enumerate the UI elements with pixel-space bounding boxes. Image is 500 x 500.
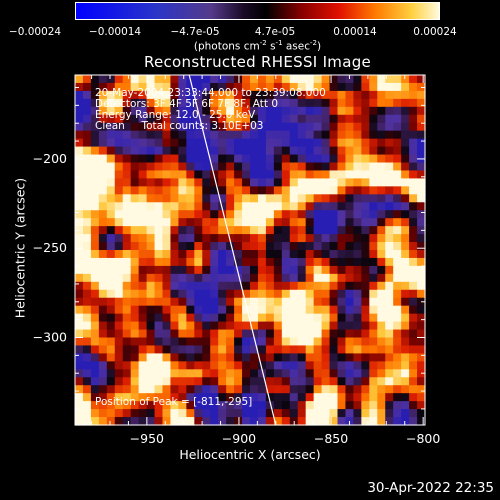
y-tick-label: −200	[33, 151, 67, 166]
axis-tick-labels: −950 −900 −850 −800 −200 −250 −300	[33, 151, 441, 446]
x-tick-label: −850	[314, 431, 348, 446]
colorbar-tick-label: −4.7e-05	[170, 26, 219, 38]
annotation-peak: Position of Peak = [-811,-295]	[95, 396, 253, 408]
x-tick-label: −950	[130, 431, 164, 446]
heatmap-cells	[75, 75, 426, 426]
x-tick-label: −900	[222, 431, 256, 446]
y-tick-label: −300	[33, 330, 67, 345]
timestamp: 30-Apr-2022 22:35	[367, 480, 494, 496]
y-tick-label: −250	[33, 240, 67, 255]
colorbar-tick-label: 0.00024	[413, 26, 457, 38]
colorbar-tick-label: −0.00024	[9, 26, 62, 38]
plot-frame	[74, 74, 426, 426]
annotation-detectors: Detectors: 3F 4F 5F 6F 7F 8F, Att 0	[95, 98, 279, 110]
annotation-energy: Energy Range: 12.0 - 25.0 keV	[95, 109, 256, 121]
colorbar	[75, 2, 440, 20]
colorbar-units: (photons cm-2 s-1 asec-2)	[193, 39, 322, 53]
limb-line	[188, 74, 277, 426]
x-axis-label: Heliocentric X (arcsec)	[179, 447, 321, 462]
x-tick-label: −800	[406, 431, 440, 446]
colorbar-tick-label: 4.7e-05	[255, 26, 295, 38]
annotation-time-range: 20-May-2004 23:33:44.000 to 23:39:08.000	[95, 87, 326, 99]
colorbar-tick-labels: −0.00024 −0.00014 −4.7e-05 4.7e-05 0.00014 0.…	[9, 26, 457, 38]
colorbar-tick-label: −0.00014	[89, 26, 142, 38]
chart-title: Reconstructed RHESSI Image	[143, 53, 372, 71]
axis-ticks	[75, 75, 425, 425]
colorbar-tick-label: 0.00014	[333, 26, 377, 38]
annotation-clean: Clean Total counts: 3.10E+03	[95, 120, 264, 132]
